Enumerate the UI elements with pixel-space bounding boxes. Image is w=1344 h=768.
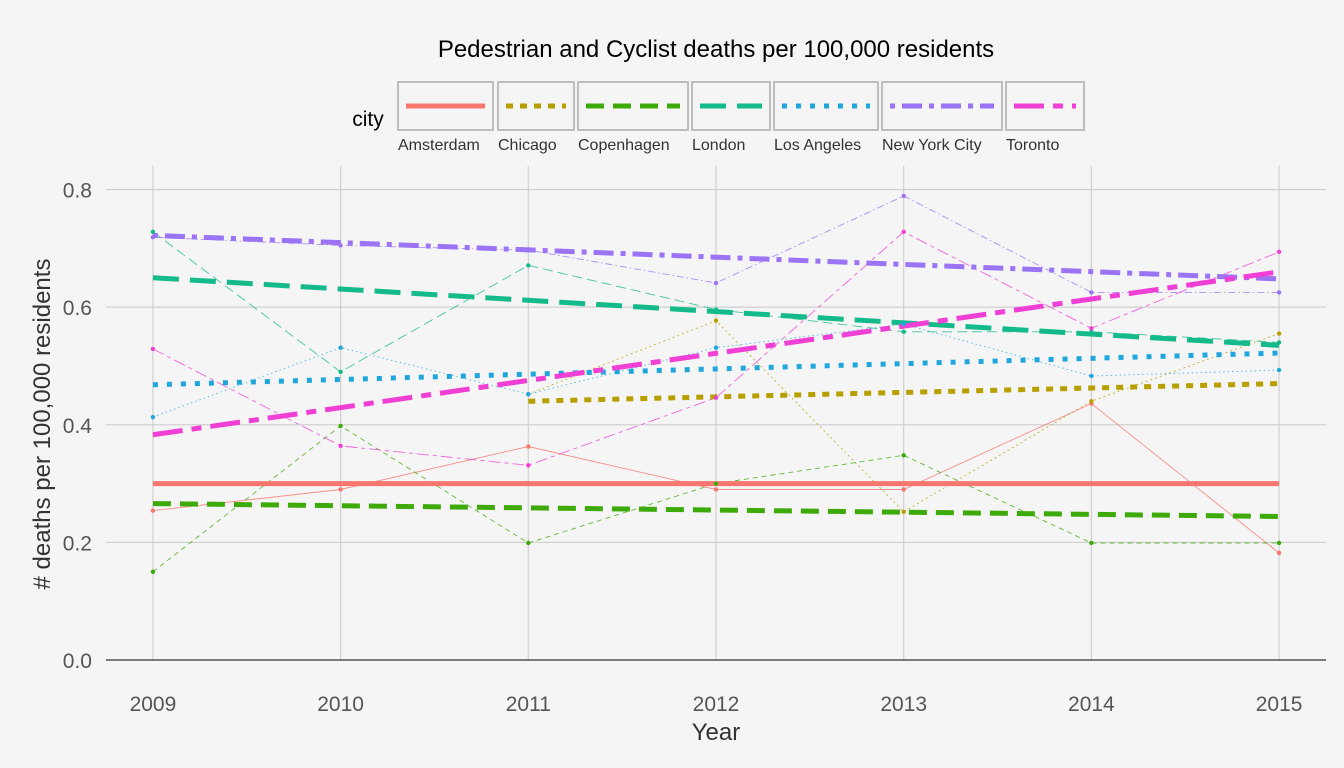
x-tick-label: 2015 <box>1256 693 1303 716</box>
point-new-york-city <box>526 247 531 253</box>
point-london <box>150 229 156 235</box>
point-los-angeles <box>1276 367 1282 373</box>
trend-line-toronto <box>152 269 1280 438</box>
point-amsterdam <box>338 487 343 492</box>
legend-label-london: London <box>692 137 745 154</box>
x-tick-label: 2010 <box>317 693 364 716</box>
legend-label-chicago: Chicago <box>498 137 557 154</box>
y-tick-label: 0.0 <box>63 650 92 673</box>
point-new-york-city <box>150 234 156 240</box>
legend-label-los-angeles: Los Angeles <box>774 137 861 154</box>
point-toronto <box>1089 326 1094 331</box>
point-amsterdam <box>150 508 156 513</box>
legend-title: city <box>352 108 384 131</box>
point-toronto <box>150 346 156 352</box>
point-chicago <box>1089 399 1094 404</box>
point-toronto <box>1276 249 1282 255</box>
y-axis-ticks: 0.0 0.2 0.4 0.6 0.8 <box>63 180 93 673</box>
legend-label-amsterdam: Amsterdam <box>398 137 480 154</box>
point-london <box>901 329 906 335</box>
point-toronto <box>901 229 906 235</box>
point-amsterdam <box>1276 550 1282 556</box>
point-toronto <box>526 463 531 468</box>
point-los-angeles <box>338 345 343 350</box>
point-copenhagen <box>713 481 719 486</box>
x-tick-label: 2011 <box>506 693 551 716</box>
legend-label-toronto: Toronto <box>1006 137 1059 154</box>
point-chicago <box>713 318 719 323</box>
data-points <box>150 193 1282 574</box>
point-los-angeles <box>901 321 906 327</box>
y-tick-label: 0.6 <box>63 297 92 320</box>
point-new-york-city <box>901 193 906 199</box>
x-tick-label: 2012 <box>693 693 740 716</box>
point-new-york-city <box>1276 290 1282 295</box>
point-amsterdam <box>901 487 906 492</box>
x-tick-label: 2014 <box>1068 693 1115 716</box>
point-london <box>526 263 531 268</box>
point-los-angeles <box>150 414 156 420</box>
point-copenhagen <box>338 423 343 429</box>
legend-label-copenhagen: Copenhagen <box>578 137 670 154</box>
legend-label-new-york-city: New York City <box>882 137 982 154</box>
point-toronto <box>338 443 343 449</box>
point-amsterdam <box>713 487 719 492</box>
point-new-york-city <box>1089 290 1094 295</box>
point-london <box>338 369 343 375</box>
point-copenhagen <box>1089 540 1094 546</box>
y-tick-label: 0.8 <box>63 180 92 203</box>
trend-line-new-york-city <box>152 232 1280 282</box>
y-axis-label: # deaths per 100,000 residents <box>29 259 56 590</box>
point-los-angeles <box>1089 373 1094 379</box>
point-los-angeles <box>713 345 719 350</box>
point-chicago <box>901 509 906 514</box>
point-chicago <box>1276 331 1282 336</box>
x-tick-label: 2013 <box>880 693 927 716</box>
y-tick-label: 0.4 <box>63 415 93 438</box>
x-tick-label: 2009 <box>130 693 177 716</box>
point-los-angeles <box>526 391 531 397</box>
point-toronto <box>713 395 719 400</box>
point-london <box>713 307 719 312</box>
point-london <box>1089 329 1094 335</box>
point-copenhagen <box>901 453 906 458</box>
point-copenhagen <box>526 540 531 546</box>
y-tick-label: 0.2 <box>63 532 92 555</box>
grid <box>106 166 1326 661</box>
point-amsterdam <box>526 444 531 449</box>
trend-line-los-angeles <box>152 350 1280 388</box>
point-copenhagen <box>150 569 156 574</box>
point-copenhagen <box>1276 540 1282 546</box>
x-axis-label: Year <box>692 719 741 746</box>
point-new-york-city <box>338 243 343 248</box>
point-london <box>1276 340 1282 345</box>
legend: Amsterdam Chicago Copenhagen London Los Ange… <box>397 81 1085 154</box>
point-new-york-city <box>713 280 719 286</box>
x-axis-ticks: 2009 2010 2011 2012 2013 2014 2015 <box>130 693 1303 716</box>
chart-title: Pedestrian and Cyclist deaths per 100,00… <box>438 36 994 63</box>
